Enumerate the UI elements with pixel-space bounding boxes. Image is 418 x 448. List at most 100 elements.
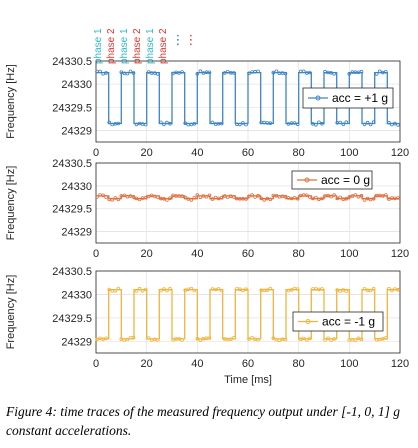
y-axis-label: Frequency [Hz] [5,64,17,139]
data-point [210,197,215,201]
x-tick-label: 100 [340,358,358,370]
data-point [283,194,288,199]
data-point [125,194,130,199]
data-point [317,120,321,125]
data-point [104,195,108,199]
data-point [195,336,200,341]
data-point [122,193,127,198]
data-point [177,71,181,75]
data-point [171,71,175,76]
data-point [192,122,197,126]
phase-label-2: phase 2 [106,28,117,64]
data-point [165,120,169,125]
data-point [307,70,312,75]
data-point [101,337,105,342]
data-point [229,337,233,342]
data-point [156,72,160,76]
data-point [368,197,373,202]
y-tick-label: 24329 [61,336,92,348]
data-point [207,193,212,198]
data-point [204,195,209,199]
legend-marker [305,319,311,324]
y-tick-label: 24329.5 [52,204,92,216]
data-point [256,193,260,198]
x-tick-label: 100 [340,248,358,260]
data-point [335,288,340,292]
plot-frame [95,270,401,354]
data-point [347,71,352,76]
data-point [146,336,151,340]
data-point [329,338,333,342]
data-point [311,196,315,201]
data-point [149,338,154,342]
data-point [314,195,318,200]
y-tick-label: 24330 [61,289,92,301]
data-point [156,195,160,199]
data-point [283,337,288,342]
x-tick-label: 80 [293,147,305,159]
data-point [362,122,367,127]
data-point [116,197,121,202]
data-point [332,72,336,76]
data-point [289,288,294,292]
x-tick-label: 0 [93,248,99,260]
data-point [149,193,154,198]
data-point [232,195,236,199]
data-point [390,288,394,293]
legend-box [292,311,384,332]
data-point [286,196,291,200]
data-point [180,338,184,342]
data-point [143,287,148,292]
data-point [362,286,367,291]
data-point [295,287,300,291]
data-point [323,338,327,342]
data-point [225,195,230,199]
data-point [159,120,163,125]
data-point [371,120,376,124]
data-point [125,71,130,76]
x-tick-label: 0 [93,147,99,159]
data-point [329,194,333,199]
data-point [301,336,306,341]
data-point [198,195,203,200]
data-point [183,195,188,200]
data-point [207,336,212,340]
data-point [110,122,114,127]
y-tick-label: 24329.5 [52,102,92,114]
data-point [119,70,124,74]
y-tick-label: 24330 [61,79,92,91]
data-point [219,195,224,200]
data-point [344,289,349,293]
data-point [119,337,124,342]
data-point [259,196,264,201]
data-point [207,70,212,75]
x-tick-label: 20 [141,147,153,159]
data-point [168,121,172,126]
data-point [356,336,361,341]
data-point [146,194,151,199]
data-point [371,286,376,291]
data-point [156,338,160,342]
data-point [271,70,276,75]
data-point [238,122,242,127]
data-point [125,337,130,342]
legend-label: acc = 0 g [321,173,370,187]
phase-label-6: phase 2 [158,28,169,64]
data-point [347,195,352,199]
data-point [283,71,288,76]
data-point [216,196,221,201]
series-line [96,71,400,125]
data-point [341,122,346,127]
data-point [168,196,172,201]
x-tick-label: 20 [141,358,153,370]
plot-frame [95,60,401,143]
data-point [323,69,327,74]
data-point [396,196,400,200]
data-point [134,122,139,127]
data-point [256,337,260,342]
phase-label-4: phase 2 [132,28,143,64]
data-point [219,121,224,126]
data-point [250,193,254,197]
data-point [286,288,291,293]
data-point [307,336,312,341]
